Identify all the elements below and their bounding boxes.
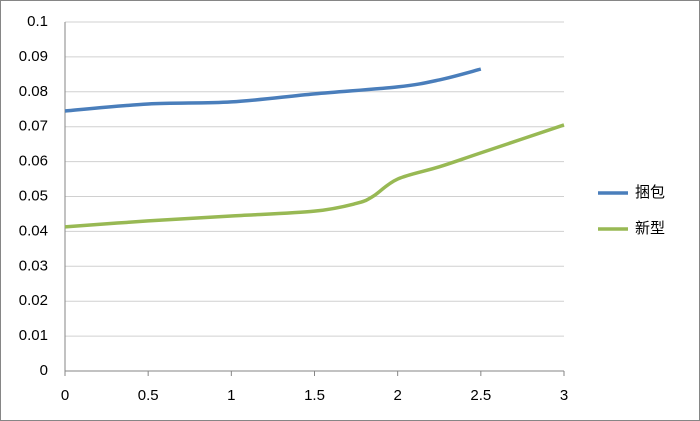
y-tick-label: 0.01 xyxy=(19,327,48,344)
legend-label: 捆包 xyxy=(635,184,665,201)
y-tick-label: 0.1 xyxy=(27,13,48,30)
y-tick-label: 0.03 xyxy=(19,257,48,274)
x-tick-label: 0.5 xyxy=(138,387,159,404)
series-line xyxy=(64,67,482,113)
x-tick-label: 2 xyxy=(393,387,401,404)
y-tick-label: 0.04 xyxy=(19,222,48,239)
x-tick-label: 3 xyxy=(560,387,568,404)
y-tick-label: 0 xyxy=(40,362,48,379)
series-line xyxy=(64,123,565,229)
x-tick-label: 2.5 xyxy=(470,387,491,404)
y-tick-label: 0.09 xyxy=(19,48,48,65)
y-tick-label: 0.08 xyxy=(19,83,48,100)
x-tick-label: 0 xyxy=(61,387,69,404)
y-tick-label: 0.02 xyxy=(19,292,48,309)
x-tick-label: 1 xyxy=(227,387,235,404)
legend-label: 新型 xyxy=(635,220,665,237)
x-tick-label: 1.5 xyxy=(304,387,325,404)
y-tick-label: 0.07 xyxy=(19,118,48,135)
y-tick-label: 0.05 xyxy=(19,187,48,204)
y-tick-label: 0.06 xyxy=(19,153,48,170)
